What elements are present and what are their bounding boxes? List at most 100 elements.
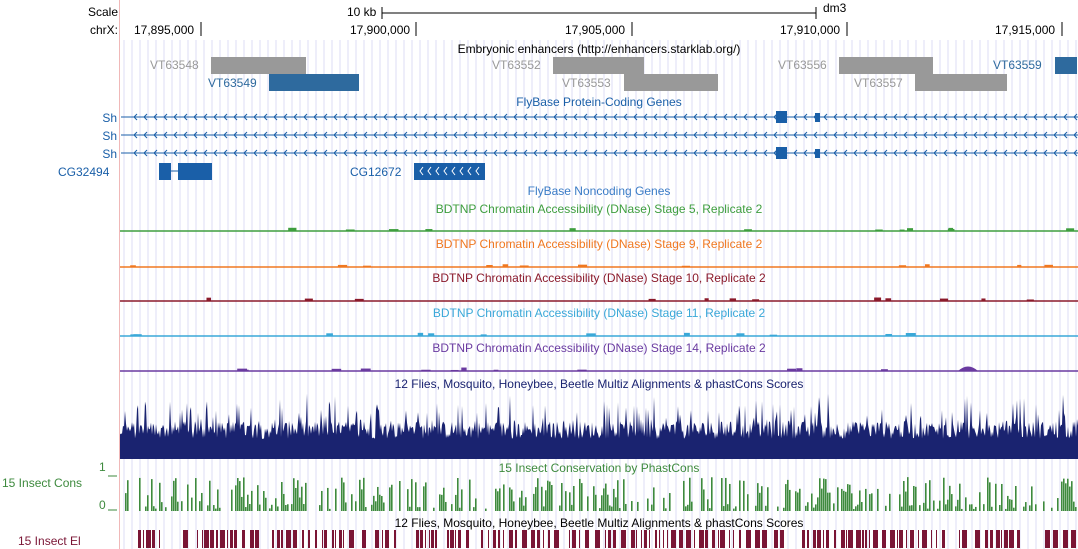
multiz-track-title[interactable]: 12 Flies, Mosquito, Honeybee, Beetle Mul… bbox=[394, 377, 804, 391]
dnase-signal-peak bbox=[744, 229, 752, 231]
conserved-element bbox=[659, 530, 660, 548]
strand-arrow bbox=[703, 149, 708, 157]
conserved-element bbox=[375, 530, 379, 548]
strand-arrow bbox=[513, 131, 518, 139]
strand-arrow bbox=[993, 149, 998, 157]
phastcons-track-title[interactable]: 15 Insect Conservation by PhastCons bbox=[498, 461, 700, 475]
conserved-element bbox=[613, 530, 616, 548]
phastcons-side-label[interactable]: 15 Insect Cons bbox=[2, 476, 83, 490]
dnase-signal-peak bbox=[796, 368, 803, 371]
strand-arrow bbox=[923, 149, 928, 157]
elements-track-title[interactable]: 12 Flies, Mosquito, Honeybee, Beetle Mul… bbox=[394, 516, 804, 530]
dnase-stage10-title[interactable]: BDTNP Chromatin Accessibility (DNase) St… bbox=[432, 271, 766, 285]
phastcons-bar bbox=[1001, 483, 1003, 511]
gene-label-cg32494[interactable]: CG32494 bbox=[58, 165, 110, 179]
strand-arrow bbox=[1063, 131, 1068, 139]
strand-arrow bbox=[723, 131, 728, 139]
strand-arrow bbox=[503, 131, 508, 139]
phastcons-bar bbox=[565, 491, 567, 511]
enhancer-label-vt63552[interactable]: VT63552 bbox=[492, 58, 541, 72]
phastcons-bar bbox=[241, 496, 243, 511]
elements-side-label[interactable]: 15 Insect El bbox=[18, 534, 81, 548]
phastcons-bar bbox=[991, 506, 993, 511]
conserved-element bbox=[531, 530, 535, 548]
dnase-signal-peak bbox=[947, 228, 955, 231]
dnase-signal-peak bbox=[752, 299, 760, 301]
dnase-signal-peak bbox=[939, 298, 949, 301]
dnase-stage14-title[interactable]: BDTNP Chromatin Accessibility (DNase) St… bbox=[432, 341, 766, 355]
conserved-element bbox=[990, 530, 993, 548]
dnase-signal-peak bbox=[769, 334, 778, 336]
phastcons-bar bbox=[909, 505, 911, 511]
strand-arrow bbox=[373, 149, 378, 157]
dnase-signal-peak bbox=[648, 298, 656, 301]
strand-arrow bbox=[643, 149, 648, 157]
strand-arrow bbox=[713, 131, 718, 139]
strand-arrow bbox=[473, 131, 478, 139]
phastcons-bar bbox=[845, 491, 847, 511]
conserved-element bbox=[1009, 530, 1014, 548]
enhancer-label-vt63556[interactable]: VT63556 bbox=[778, 58, 827, 72]
strand-arrow bbox=[443, 131, 448, 139]
phastcons-bar bbox=[383, 502, 385, 511]
phastcons-bar bbox=[503, 484, 505, 511]
strand-arrow bbox=[233, 131, 238, 139]
phastcons-bar bbox=[757, 483, 759, 511]
conserved-element bbox=[458, 530, 461, 548]
conserved-element bbox=[906, 530, 907, 548]
phastcons-bar bbox=[295, 487, 297, 511]
conserved-element bbox=[339, 530, 342, 548]
phastcons-bar bbox=[1029, 505, 1031, 511]
phastcons-bar bbox=[355, 501, 357, 511]
phastcons-bar bbox=[521, 490, 523, 511]
gene-label-cg12672[interactable]: CG12672 bbox=[350, 165, 402, 179]
conserved-element bbox=[197, 530, 198, 548]
strand-arrow bbox=[323, 149, 328, 157]
conserved-element bbox=[595, 530, 600, 548]
dnase-signal-peak bbox=[326, 333, 333, 336]
strand-arrow bbox=[1053, 113, 1058, 121]
enhancers-track-title[interactable]: Embryonic enhancers (http://enhancers.st… bbox=[457, 42, 741, 56]
strand-arrow bbox=[733, 113, 738, 121]
transcript-label-sh-3[interactable]: Sh bbox=[102, 147, 117, 161]
dnase-stage9-title[interactable]: BDTNP Chromatin Accessibility (DNase) St… bbox=[435, 237, 763, 251]
enhancer-label-vt63559[interactable]: VT63559 bbox=[993, 58, 1042, 72]
enhancer-label-vt63548[interactable]: VT63548 bbox=[150, 58, 199, 72]
phastcons-bar bbox=[969, 504, 971, 511]
conserved-element bbox=[1004, 530, 1008, 548]
dnase-signal-peak bbox=[1026, 299, 1034, 301]
phastcons-bar bbox=[587, 496, 589, 511]
dnase-stage11-title[interactable]: BDTNP Chromatin Accessibility (DNase) St… bbox=[432, 306, 766, 320]
conserved-element bbox=[694, 530, 695, 548]
conserved-element bbox=[455, 530, 456, 548]
strand-arrow bbox=[543, 149, 548, 157]
strand-arrow bbox=[1063, 149, 1068, 157]
conserved-element bbox=[865, 530, 867, 548]
enhancer-label-vt63549[interactable]: VT63549 bbox=[208, 76, 257, 90]
conserved-element bbox=[143, 530, 144, 548]
phastcons-bar bbox=[217, 489, 219, 511]
strand-arrow bbox=[613, 131, 618, 139]
enhancer-label-vt63553[interactable]: VT63553 bbox=[562, 76, 611, 90]
phastcons-bar bbox=[847, 484, 849, 511]
phastcons-bar bbox=[727, 504, 729, 511]
coding-genes-track-title[interactable]: FlyBase Protein-Coding Genes bbox=[516, 95, 682, 109]
phastcons-bar bbox=[147, 495, 149, 511]
transcript-label-sh-1[interactable]: Sh bbox=[102, 111, 117, 125]
strand-arrow bbox=[733, 131, 738, 139]
dnase-stage5-title[interactable]: BDTNP Chromatin Accessibility (DNase) St… bbox=[435, 202, 763, 216]
strand-arrow bbox=[873, 149, 878, 157]
conserved-element bbox=[1001, 530, 1002, 548]
noncoding-genes-track-title[interactable]: FlyBase Noncoding Genes bbox=[527, 184, 671, 198]
strand-arrow bbox=[453, 113, 458, 121]
conserved-element bbox=[425, 530, 426, 548]
conserved-element bbox=[431, 530, 434, 548]
phastcons-bar bbox=[457, 478, 459, 511]
conserved-element bbox=[762, 530, 767, 548]
phastcons-bar bbox=[927, 508, 929, 511]
transcript-label-sh-2[interactable]: Sh bbox=[102, 129, 117, 143]
enhancer-label-vt63557[interactable]: VT63557 bbox=[854, 76, 903, 90]
phastcons-bar bbox=[245, 507, 247, 511]
